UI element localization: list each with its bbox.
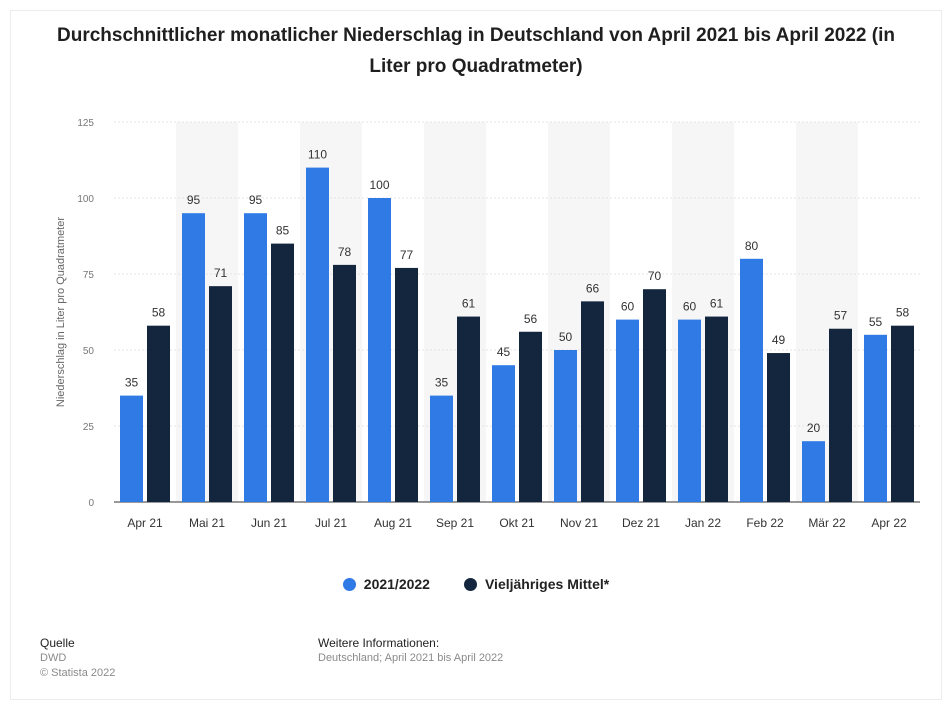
bar-current [492, 365, 515, 502]
bar-average [829, 328, 852, 502]
data-label: 61 [462, 297, 476, 311]
x-tick-label: Apr 22 [871, 516, 907, 530]
data-label: 55 [869, 315, 883, 329]
bar-chart: 0 25 50 75 100 125 Niederschlag in Liter pro Q… [55, 118, 920, 530]
data-label: 58 [896, 306, 910, 320]
bar-average [457, 316, 480, 502]
x-tick-label: Feb 22 [746, 516, 784, 530]
data-label: 80 [745, 239, 759, 253]
bar-current [368, 198, 391, 502]
data-label: 66 [586, 281, 600, 295]
bar-current [430, 395, 453, 502]
data-label: 85 [276, 224, 290, 238]
bar-current [678, 319, 701, 502]
data-label: 50 [559, 330, 573, 344]
bar-average [581, 301, 604, 502]
data-label: 77 [400, 248, 414, 262]
y-tick-label: 125 [77, 118, 94, 129]
x-tick-label: Aug 21 [374, 516, 412, 530]
x-tick-label: Jul 21 [315, 516, 347, 530]
bar-current [182, 213, 205, 502]
x-tick-label: Dez 21 [622, 516, 660, 530]
bar-current [120, 395, 143, 502]
bar-average [705, 316, 728, 502]
data-label: 58 [152, 306, 166, 320]
data-label: 35 [125, 376, 139, 390]
bar-current [306, 167, 329, 502]
data-label: 49 [772, 333, 786, 347]
bar-average [643, 289, 666, 502]
x-tick-label: Mai 21 [189, 516, 225, 530]
legend-label: 2021/2022 [363, 576, 430, 592]
source-heading: Quelle [40, 636, 75, 650]
data-label: 60 [683, 300, 697, 314]
bar-current [740, 258, 763, 502]
x-tick-label: Mär 22 [808, 516, 846, 530]
data-label: 57 [834, 309, 848, 323]
info-heading: Weitere Informationen: [318, 636, 440, 650]
legend-label: Vieljähriges Mittel* [484, 576, 610, 592]
data-label: 61 [710, 297, 724, 311]
data-label: 45 [497, 345, 511, 359]
x-tick-label: Nov 21 [560, 516, 598, 530]
y-tick-label: 50 [83, 346, 95, 357]
data-label: 100 [369, 178, 389, 192]
bar-current [244, 213, 267, 502]
y-tick-label: 25 [83, 422, 95, 433]
bar-average [395, 267, 418, 502]
data-label: 20 [807, 421, 821, 435]
info-text: Deutschland; April 2021 bis April 2022 [318, 652, 504, 664]
bar-current [616, 319, 639, 502]
x-tick-label: Sep 21 [436, 516, 474, 530]
x-tick-label: Jan 22 [685, 516, 721, 530]
bar-current [554, 350, 577, 502]
legend-item-series-1[interactable]: 2021/2022 [342, 576, 430, 592]
bar-average [767, 353, 790, 502]
legend-marker-icon [342, 577, 356, 591]
x-tick-label: Jun 21 [251, 516, 287, 530]
bar-average [891, 325, 914, 502]
bar-average [333, 264, 356, 502]
data-label: 70 [648, 269, 662, 283]
chart-legend: 2021/2022 Vieljähriges Mittel* [0, 576, 952, 592]
bar-average [209, 286, 232, 502]
copyright: © Statista 2022 [40, 667, 116, 679]
y-tick-label: 75 [83, 270, 95, 281]
x-tick-label: Okt 21 [499, 516, 535, 530]
chart-title: Durchschnittlicher monatlicher Niedersch… [57, 25, 895, 77]
data-label: 56 [524, 312, 538, 326]
source-name: DWD [40, 652, 67, 664]
y-tick-label: 0 [88, 498, 94, 509]
data-label: 71 [214, 266, 228, 280]
data-label: 35 [435, 376, 449, 390]
bar-average [519, 331, 542, 502]
data-label: 95 [249, 193, 263, 207]
bar-average [271, 243, 294, 502]
y-axis-label: Niederschlag in Liter pro Quadratmeter [55, 217, 67, 407]
bar-current [802, 441, 825, 502]
legend-marker-icon [463, 577, 477, 591]
x-tick-label: Apr 21 [127, 516, 163, 530]
data-label: 60 [621, 300, 635, 314]
y-tick-label: 100 [77, 194, 94, 205]
bar-current [864, 334, 887, 502]
data-label: 78 [338, 245, 352, 259]
info-block: Weitere Informationen: Deutschland; Apri… [318, 636, 503, 666]
legend-item-series-2[interactable]: Vieljähriges Mittel* [463, 576, 610, 592]
data-label: 95 [187, 193, 201, 207]
data-label: 110 [308, 148, 327, 162]
source-block: Quelle DWD © Statista 2022 [40, 636, 115, 681]
bar-average [147, 325, 170, 502]
